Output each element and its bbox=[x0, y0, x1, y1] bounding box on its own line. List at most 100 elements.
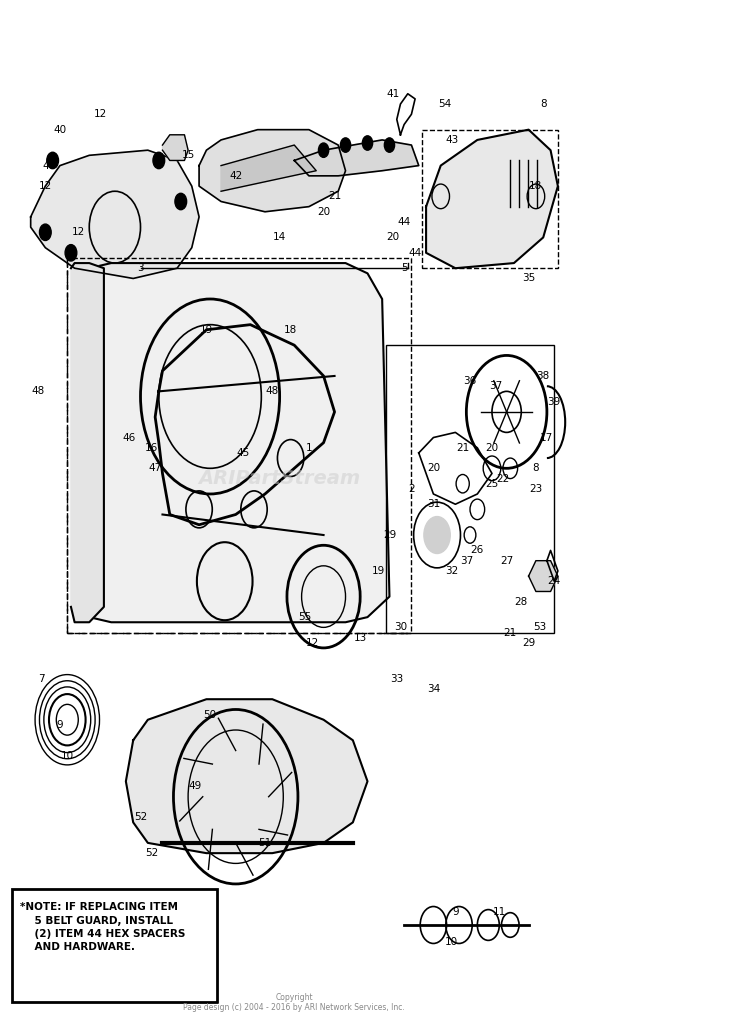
Text: 6: 6 bbox=[188, 925, 195, 935]
Text: 9: 9 bbox=[452, 907, 459, 917]
Circle shape bbox=[153, 152, 165, 169]
Text: 12: 12 bbox=[71, 227, 85, 238]
Text: 8: 8 bbox=[540, 99, 547, 109]
Polygon shape bbox=[426, 130, 558, 269]
Polygon shape bbox=[75, 263, 390, 623]
Text: 48: 48 bbox=[265, 386, 279, 396]
Text: *NOTE: IF REPLACING ITEM
    5 BELT GUARD, INSTALL
    (2) ITEM 44 HEX SPACERS
 : *NOTE: IF REPLACING ITEM 5 BELT GUARD, I… bbox=[20, 902, 185, 952]
Text: 20: 20 bbox=[427, 463, 440, 473]
Text: 16: 16 bbox=[145, 442, 158, 453]
Text: 11: 11 bbox=[492, 907, 506, 917]
Text: 40: 40 bbox=[54, 125, 67, 135]
Text: 39: 39 bbox=[548, 396, 561, 406]
Text: 40: 40 bbox=[43, 161, 56, 171]
Text: 46: 46 bbox=[123, 432, 136, 442]
Text: 45: 45 bbox=[237, 448, 250, 458]
Text: 37: 37 bbox=[489, 381, 502, 391]
Text: 8: 8 bbox=[533, 463, 539, 473]
Text: 27: 27 bbox=[500, 556, 513, 566]
Text: 36: 36 bbox=[463, 376, 476, 386]
Text: 33: 33 bbox=[390, 674, 404, 683]
Bar bbox=[386, 345, 554, 633]
Text: 19: 19 bbox=[372, 566, 385, 576]
Text: 20: 20 bbox=[387, 233, 400, 243]
Text: 41: 41 bbox=[387, 88, 400, 99]
Text: 5: 5 bbox=[401, 263, 407, 274]
Text: 2: 2 bbox=[408, 484, 415, 494]
Polygon shape bbox=[126, 700, 368, 853]
Text: 20: 20 bbox=[317, 207, 330, 217]
Polygon shape bbox=[71, 263, 104, 623]
Polygon shape bbox=[221, 145, 316, 191]
Text: 23: 23 bbox=[529, 484, 542, 494]
Text: 21: 21 bbox=[456, 442, 470, 453]
Text: 21: 21 bbox=[328, 191, 341, 202]
Polygon shape bbox=[199, 130, 345, 212]
Circle shape bbox=[340, 138, 351, 152]
Text: 10: 10 bbox=[61, 751, 74, 760]
Text: 32: 32 bbox=[445, 566, 459, 576]
Bar bbox=[68, 258, 412, 633]
Circle shape bbox=[424, 517, 451, 554]
Text: 28: 28 bbox=[514, 597, 528, 607]
Text: 18: 18 bbox=[529, 181, 542, 191]
Text: 18: 18 bbox=[284, 325, 297, 334]
Text: 14: 14 bbox=[273, 233, 286, 243]
Circle shape bbox=[175, 193, 187, 210]
Text: 13: 13 bbox=[354, 633, 367, 643]
Text: 55: 55 bbox=[298, 612, 312, 623]
Text: 50: 50 bbox=[204, 710, 217, 719]
Circle shape bbox=[40, 224, 51, 241]
Text: 25: 25 bbox=[485, 478, 498, 489]
Text: 35: 35 bbox=[522, 274, 535, 283]
Text: 34: 34 bbox=[427, 684, 440, 694]
Text: 10: 10 bbox=[445, 937, 458, 948]
Text: 1: 1 bbox=[306, 442, 312, 453]
Text: 4: 4 bbox=[42, 233, 49, 243]
Text: 48: 48 bbox=[32, 386, 45, 396]
Polygon shape bbox=[31, 150, 199, 279]
Text: 42: 42 bbox=[229, 171, 243, 181]
Text: 7: 7 bbox=[38, 674, 45, 683]
Text: 37: 37 bbox=[459, 556, 473, 566]
Text: 3: 3 bbox=[137, 263, 144, 274]
Text: 19: 19 bbox=[200, 325, 213, 334]
Text: 43: 43 bbox=[445, 135, 459, 145]
Text: 51: 51 bbox=[259, 838, 272, 848]
Text: 49: 49 bbox=[189, 781, 202, 791]
Circle shape bbox=[65, 245, 77, 261]
Circle shape bbox=[384, 138, 395, 152]
Text: 47: 47 bbox=[148, 463, 162, 473]
Text: ARIPartStream: ARIPartStream bbox=[198, 469, 361, 488]
Polygon shape bbox=[528, 561, 558, 592]
Text: 54: 54 bbox=[438, 99, 451, 109]
Circle shape bbox=[47, 152, 59, 169]
Circle shape bbox=[362, 136, 373, 150]
Text: 12: 12 bbox=[39, 181, 52, 191]
Text: 44: 44 bbox=[398, 217, 411, 227]
Text: 12: 12 bbox=[93, 109, 107, 119]
Text: 24: 24 bbox=[548, 576, 561, 587]
Text: 30: 30 bbox=[394, 623, 407, 633]
Circle shape bbox=[318, 143, 329, 157]
Text: 26: 26 bbox=[470, 545, 484, 556]
Polygon shape bbox=[162, 135, 188, 161]
Text: 20: 20 bbox=[485, 442, 498, 453]
Text: 31: 31 bbox=[427, 499, 440, 509]
Text: 17: 17 bbox=[540, 432, 553, 442]
Text: 53: 53 bbox=[533, 623, 546, 633]
Text: 21: 21 bbox=[503, 628, 517, 638]
Polygon shape bbox=[294, 140, 419, 176]
Text: 52: 52 bbox=[145, 848, 158, 858]
Text: 22: 22 bbox=[496, 473, 509, 484]
Text: 29: 29 bbox=[522, 638, 535, 648]
Text: Copyright
Page design (c) 2004 - 2016 by ARI Network Services, Inc.: Copyright Page design (c) 2004 - 2016 by… bbox=[184, 993, 405, 1013]
Text: 15: 15 bbox=[182, 150, 195, 161]
Text: 52: 52 bbox=[134, 812, 147, 822]
FancyBboxPatch shape bbox=[12, 889, 218, 1002]
Text: 38: 38 bbox=[537, 371, 550, 381]
Text: 44: 44 bbox=[409, 248, 422, 258]
Text: 12: 12 bbox=[306, 638, 319, 648]
Text: 9: 9 bbox=[57, 720, 63, 730]
Text: 29: 29 bbox=[383, 530, 396, 540]
